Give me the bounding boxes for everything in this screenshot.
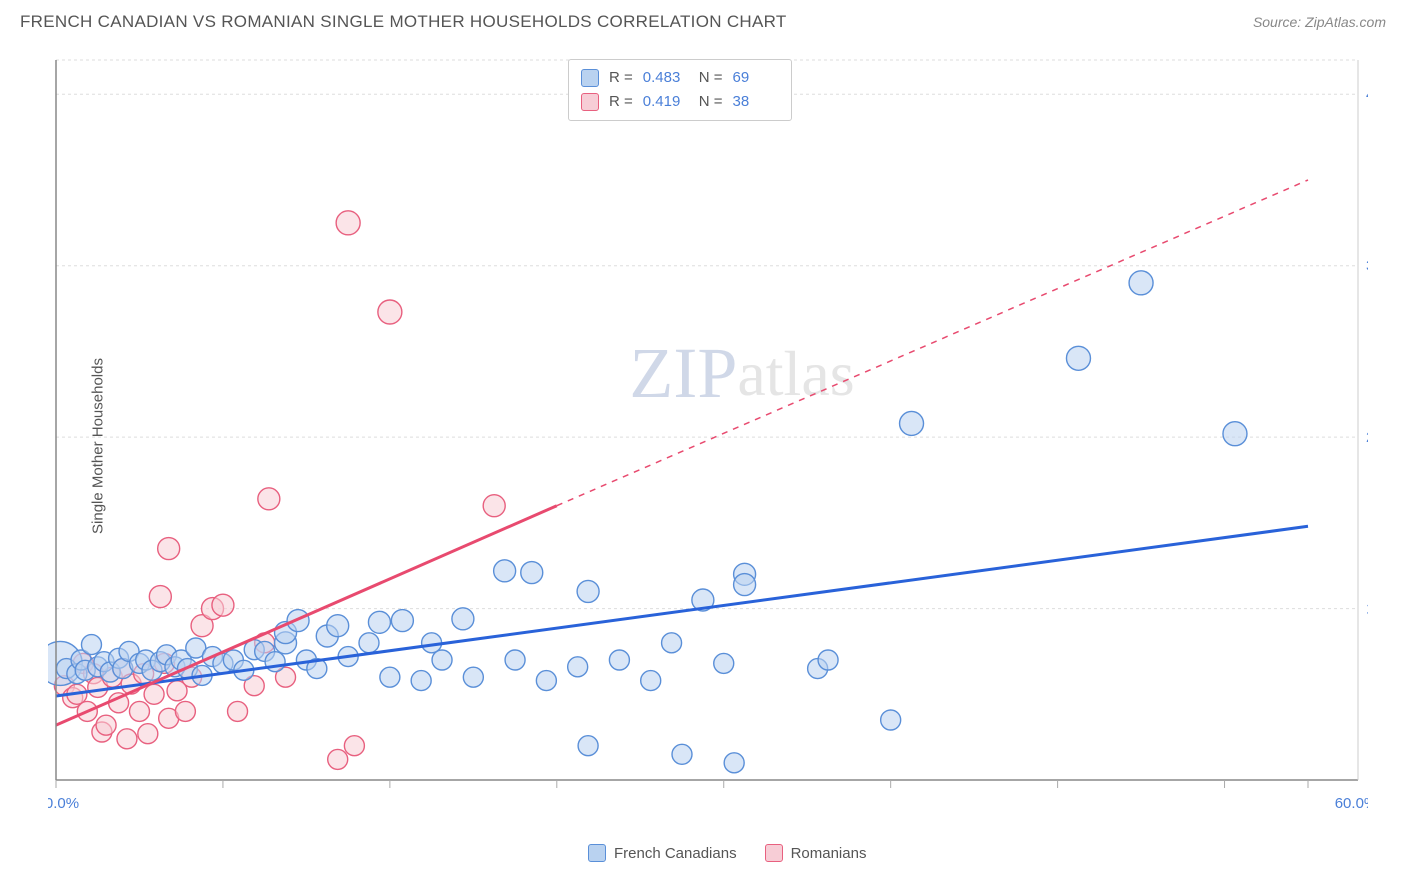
legend-label: French Canadians <box>614 845 737 862</box>
r-label: R = <box>609 90 633 114</box>
r-label: R = <box>609 66 633 90</box>
svg-text:20.0%: 20.0% <box>1366 429 1368 446</box>
scatter-chart: ZIPatlas 0.0% 60.0% 10.0% 20.0% 30.0% 40.0% <box>48 56 1368 816</box>
svg-text:10.0%: 10.0% <box>1366 601 1368 618</box>
series1-swatch-icon <box>588 844 606 862</box>
svg-text:60.0%: 60.0% <box>1335 795 1368 812</box>
n-value: 69 <box>733 66 779 90</box>
stats-row-1: R = 0.483 N = 69 <box>581 66 779 90</box>
source-label: Source: ZipAtlas.com <box>1253 14 1386 30</box>
r-value: 0.419 <box>643 90 689 114</box>
legend-item-1: French Canadians <box>588 844 737 862</box>
n-value: 38 <box>733 90 779 114</box>
stats-row-2: R = 0.419 N = 38 <box>581 90 779 114</box>
bottom-legend: French Canadians Romanians <box>588 844 866 862</box>
legend-label: Romanians <box>791 845 867 862</box>
n-label: N = <box>699 90 723 114</box>
svg-text:30.0%: 30.0% <box>1366 258 1368 275</box>
chart-container: ZIPatlas 0.0% 60.0% 10.0% 20.0% 30.0% 40.0% R … <box>48 56 1386 826</box>
r-value: 0.483 <box>643 66 689 90</box>
series1-swatch-icon <box>581 69 599 87</box>
chart-title: FRENCH CANADIAN VS ROMANIAN SINGLE MOTHE… <box>20 12 787 32</box>
svg-text:ZIPatlas: ZIPatlas <box>629 333 854 413</box>
stats-legend: R = 0.483 N = 69 R = 0.419 N = 38 <box>568 59 792 121</box>
n-label: N = <box>699 66 723 90</box>
svg-text:40.0%: 40.0% <box>1366 86 1368 103</box>
legend-item-2: Romanians <box>765 844 867 862</box>
svg-text:0.0%: 0.0% <box>48 795 79 812</box>
series2-swatch-icon <box>581 93 599 111</box>
series2-swatch-icon <box>765 844 783 862</box>
